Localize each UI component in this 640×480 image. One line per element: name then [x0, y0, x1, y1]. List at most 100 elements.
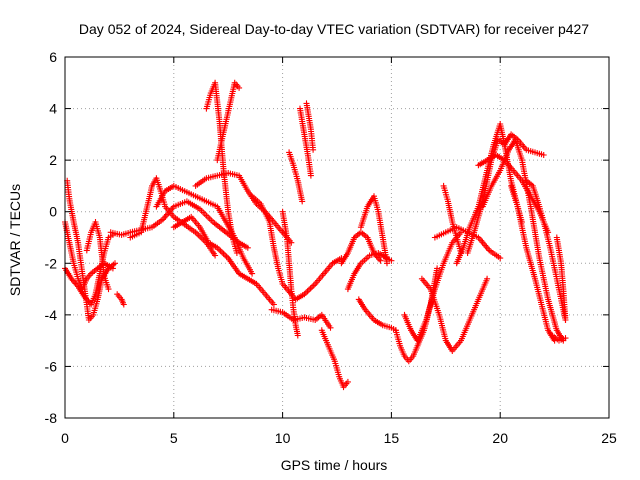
- data-point: [262, 291, 276, 306]
- data-point: [479, 159, 494, 205]
- y-tick-label: -8: [45, 410, 58, 426]
- y-tick-label: -4: [45, 307, 58, 323]
- data-point: [327, 324, 334, 331]
- data-point: [497, 148, 511, 174]
- series-track-09: [170, 213, 277, 308]
- data-point: [88, 293, 98, 308]
- data-point: [329, 256, 343, 267]
- data-point: [320, 262, 335, 277]
- data-point: [203, 92, 214, 112]
- data-point: [244, 275, 258, 286]
- data-point: [540, 152, 547, 158]
- data-point: [183, 198, 201, 211]
- data-point: [214, 203, 228, 224]
- data-point: [497, 255, 504, 262]
- data-point: [118, 296, 126, 306]
- data-point: [149, 217, 165, 231]
- data-point: [479, 185, 494, 210]
- data-point: [532, 275, 544, 306]
- data-point: [249, 193, 263, 206]
- series-track-16: [297, 105, 314, 179]
- series-track-14: [279, 208, 301, 339]
- data-point: [562, 317, 569, 323]
- data-point: [181, 188, 197, 199]
- x-axis-label: GPS time / hours: [281, 457, 388, 473]
- data-point: [299, 198, 306, 205]
- data-point: [440, 182, 451, 203]
- data-point: [292, 292, 306, 303]
- data-point: [214, 120, 229, 164]
- series-track-01: [62, 231, 116, 308]
- data-point: [127, 230, 142, 241]
- data-point: [70, 260, 81, 280]
- series-track-05: [114, 291, 127, 308]
- data-point: [431, 262, 446, 293]
- data-point: [279, 208, 290, 239]
- data-point: [340, 380, 350, 391]
- x-tick-label: 20: [492, 430, 508, 446]
- data-point: [266, 219, 277, 249]
- data-point: [523, 244, 538, 280]
- data-point: [253, 280, 267, 296]
- data-point: [70, 219, 81, 244]
- data-point: [170, 182, 186, 194]
- data-point: [401, 311, 414, 332]
- data-point: [290, 162, 301, 182]
- data-point: [312, 313, 324, 323]
- data-point: [301, 131, 312, 161]
- data-point: [553, 234, 564, 265]
- data-point: [92, 219, 103, 239]
- data-point: [225, 255, 241, 275]
- data-point: [327, 348, 337, 363]
- data-point: [223, 81, 238, 125]
- x-tick-label: 15: [384, 430, 400, 446]
- data-point: [486, 247, 502, 260]
- series-track-08: [153, 182, 256, 277]
- data-point: [236, 270, 249, 281]
- x-tick-label: 0: [61, 430, 69, 446]
- data-point: [138, 185, 155, 236]
- data-point: [270, 244, 281, 270]
- data-point: [357, 229, 369, 240]
- data-point: [453, 246, 466, 267]
- data-point: [162, 184, 176, 195]
- data-point: [310, 146, 317, 153]
- data-point: [236, 84, 243, 91]
- series-track-03: [64, 177, 118, 323]
- data-point: [312, 272, 326, 287]
- data-point: [294, 332, 301, 339]
- data-point: [205, 239, 219, 250]
- data-point: [445, 198, 455, 223]
- data-point: [294, 177, 305, 203]
- data-point: [85, 313, 95, 323]
- series-track-27: [418, 275, 491, 354]
- y-tick-label: -6: [45, 358, 58, 374]
- data-point: [512, 136, 525, 162]
- series-track-17: [303, 100, 317, 153]
- data-point: [397, 342, 407, 358]
- data-point: [66, 195, 77, 223]
- x-tick-label: 5: [170, 430, 178, 446]
- data-point: [210, 219, 228, 235]
- series-track-10: [203, 79, 240, 256]
- data-point: [114, 291, 124, 301]
- data-point: [384, 260, 390, 267]
- data-point: [366, 250, 380, 259]
- x-tick-label: 25: [601, 430, 617, 446]
- data-point: [536, 203, 547, 223]
- data-point: [286, 260, 295, 290]
- data-point: [118, 230, 132, 238]
- data-point: [236, 172, 250, 193]
- data-point: [279, 280, 289, 291]
- data-point: [427, 286, 442, 316]
- data-point: [179, 214, 193, 225]
- data-point: [458, 319, 472, 344]
- data-point: [105, 286, 112, 293]
- data-point: [225, 208, 236, 239]
- data-point: [488, 169, 503, 189]
- data-point: [66, 239, 77, 265]
- data-point: [475, 234, 491, 252]
- data-point: [90, 298, 100, 318]
- data-point: [79, 270, 90, 306]
